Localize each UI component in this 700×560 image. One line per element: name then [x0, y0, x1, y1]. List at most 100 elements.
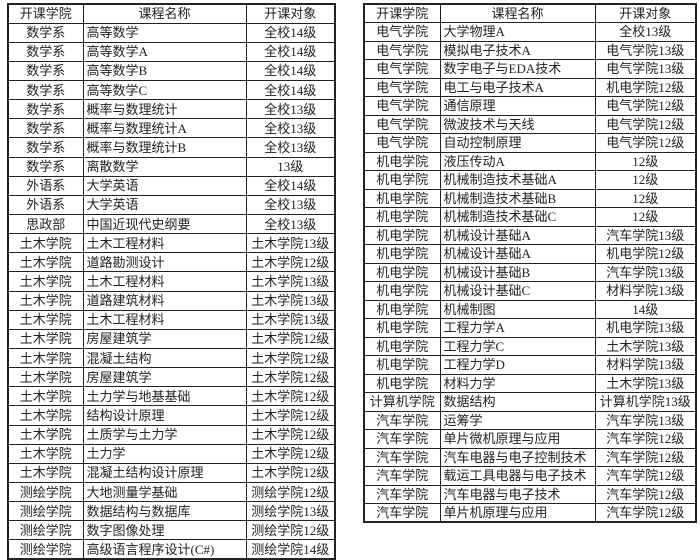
table-row: 电气学院 大学物理A 全校13级 — [363, 22, 697, 42]
college-cell: 土木学院 — [7, 348, 84, 369]
college-cell: 土木学院 — [7, 309, 84, 330]
target-cell: 全校13级 — [245, 99, 336, 120]
college-cell: 测绘学院 — [7, 520, 84, 541]
target-cell: 机电学院12级 — [594, 244, 697, 264]
target-cell: 汽车学院12级 — [594, 447, 697, 467]
course-name-cell: 机械制图 — [439, 299, 596, 319]
college-cell: 汽车学院 — [363, 447, 441, 467]
course-name-cell: 材料力学 — [439, 373, 596, 393]
table-row: 机电学院 工程力学D 材料学院13级 — [363, 355, 697, 375]
header-college: 开课学院 — [363, 3, 441, 23]
course-name-cell: 概率与数理统计 — [82, 99, 247, 120]
table-row: 机电学院 机械制造技术基础C 12级 — [363, 207, 697, 227]
college-cell: 外语系 — [7, 175, 84, 196]
course-name-cell: 房屋建筑学 — [82, 367, 247, 388]
course-name-cell: 液压传动A — [439, 151, 596, 171]
college-cell: 机电学院 — [363, 318, 441, 338]
target-cell: 土木学院12级 — [245, 367, 336, 388]
table-row: 土木学院 混凝土结构设计原理 土木学院12级 — [7, 462, 336, 484]
target-cell: 12级 — [594, 188, 697, 208]
table-row: 机电学院 机械制造技术基础A 12级 — [363, 170, 697, 190]
college-cell: 数学系 — [7, 137, 84, 158]
college-cell: 电气学院 — [363, 133, 441, 153]
target-cell: 土木学院12级 — [245, 424, 336, 445]
table-row: 汽车学院 载运工具电器与电子技术 汽车学院12级 — [363, 466, 697, 486]
target-cell: 测绘学院13级 — [245, 501, 336, 522]
college-cell: 机电学院 — [363, 151, 441, 171]
table-row: 机电学院 机械设计基础A 机电学院12级 — [363, 244, 697, 264]
table-row: 测绘学院 数据结构与数据库 测绘学院13级 — [7, 501, 336, 522]
header-row: 开课学院 课程名称 开课对象 — [7, 3, 336, 24]
table-row: 土木学院 土木工程材料 土木学院13级 — [7, 271, 336, 292]
header-target: 开课对象 — [245, 3, 336, 24]
college-cell: 数学系 — [7, 80, 84, 101]
college-cell: 土木学院 — [7, 367, 84, 388]
table-row: 外语系 大学英语 全校14级 — [7, 175, 336, 196]
course-name-cell: 工程力学A — [439, 318, 596, 338]
course-name-cell: 汽车电器与电子控制技术 — [439, 447, 596, 467]
college-cell: 外语系 — [7, 194, 84, 216]
header-college: 开课学院 — [7, 3, 84, 24]
target-cell: 土木学院12级 — [245, 443, 336, 464]
college-cell: 土木学院 — [7, 328, 84, 350]
college-cell: 数学系 — [7, 60, 84, 82]
target-cell: 材料学院13级 — [594, 355, 697, 375]
table-row: 计算机学院 数据结构 计算机学院13级 — [363, 392, 697, 412]
table-row: 汽车学院 单片机原理与应用 汽车学院12级 — [363, 503, 697, 523]
course-name-cell: 运筹学 — [439, 410, 596, 430]
target-cell: 土木学院13级 — [594, 336, 697, 356]
target-cell: 土木学院12级 — [245, 462, 336, 484]
target-cell: 测绘学院12级 — [245, 482, 336, 503]
course-name-cell: 大学英语 — [82, 175, 247, 196]
target-cell: 汽车学院12级 — [594, 503, 697, 523]
target-cell: 全校13级 — [245, 214, 336, 235]
college-cell: 土木学院 — [7, 233, 84, 254]
college-cell: 电气学院 — [363, 40, 441, 60]
table-row: 电气学院 微波技术与天线 电气学院12级 — [363, 114, 697, 134]
table-row: 机电学院 材料力学 土木学院13级 — [363, 373, 697, 393]
table-row: 外语系 大学英语 全校13级 — [7, 194, 336, 216]
course-name-cell: 机械设计基础A — [439, 244, 596, 264]
target-cell: 12级 — [594, 207, 697, 227]
course-name-cell: 数据结构 — [439, 392, 596, 412]
college-cell: 机电学院 — [363, 225, 441, 245]
course-name-cell: 模拟电子技术A — [439, 40, 596, 60]
target-cell: 电气学院13级 — [594, 59, 697, 79]
target-cell: 全校13级 — [245, 137, 336, 158]
target-cell: 全校13级 — [245, 194, 336, 216]
header-row: 开课学院 课程名称 开课对象 — [363, 3, 697, 23]
table-row: 土木学院 土力学 土木学院12级 — [7, 443, 336, 464]
table-row: 土木学院 房屋建筑学 土木学院12级 — [7, 367, 336, 388]
course-table-left: 开课学院 课程名称 开课对象 数学系 高等数学 全校14级 数学系 高等数学A 全校14级… — [7, 3, 336, 560]
course-name-cell: 大学英语 — [82, 194, 247, 216]
college-cell: 数学系 — [7, 156, 84, 177]
target-cell: 土木学院12级 — [245, 252, 336, 273]
target-cell: 汽车学院12级 — [594, 429, 697, 449]
target-cell: 土木学院13级 — [245, 271, 336, 292]
table-row: 机电学院 机械设计基础A 汽车学院13级 — [363, 225, 697, 245]
college-cell: 土木学院 — [7, 252, 84, 273]
college-cell: 汽车学院 — [363, 410, 441, 430]
college-cell: 测绘学院 — [7, 501, 84, 522]
course-name-cell: 混凝土结构 — [82, 348, 247, 369]
college-cell: 电气学院 — [363, 114, 441, 134]
college-cell: 测绘学院 — [7, 482, 84, 503]
target-cell: 机电学院12级 — [594, 77, 697, 97]
college-cell: 计算机学院 — [363, 392, 441, 412]
table-row: 汽车学院 汽车电器与电子控制技术 汽车学院12级 — [363, 447, 697, 467]
target-cell: 测绘学院14级 — [245, 539, 336, 560]
target-cell: 机电学院13级 — [594, 318, 697, 338]
table-row: 土木学院 房屋建筑学 土木学院12级 — [7, 328, 336, 350]
course-name-cell: 单片机原理与应用 — [439, 503, 596, 523]
target-cell: 12级 — [594, 151, 697, 171]
table-row: 机电学院 机械设计基础C 材料学院13级 — [363, 281, 697, 301]
college-cell: 思政部 — [7, 214, 84, 235]
course-name-cell: 中国近现代史纲要 — [82, 214, 247, 235]
course-name-cell: 高等数学B — [82, 60, 247, 82]
table-row: 数学系 离散数学 13级 — [7, 156, 336, 177]
course-name-cell: 机械设计基础C — [439, 281, 596, 301]
course-name-cell: 高级语言程序设计(C#) — [82, 539, 247, 560]
course-name-cell: 土质学与土力学 — [82, 424, 247, 445]
target-cell: 汽车学院12级 — [594, 466, 697, 486]
college-cell: 机电学院 — [363, 188, 441, 208]
